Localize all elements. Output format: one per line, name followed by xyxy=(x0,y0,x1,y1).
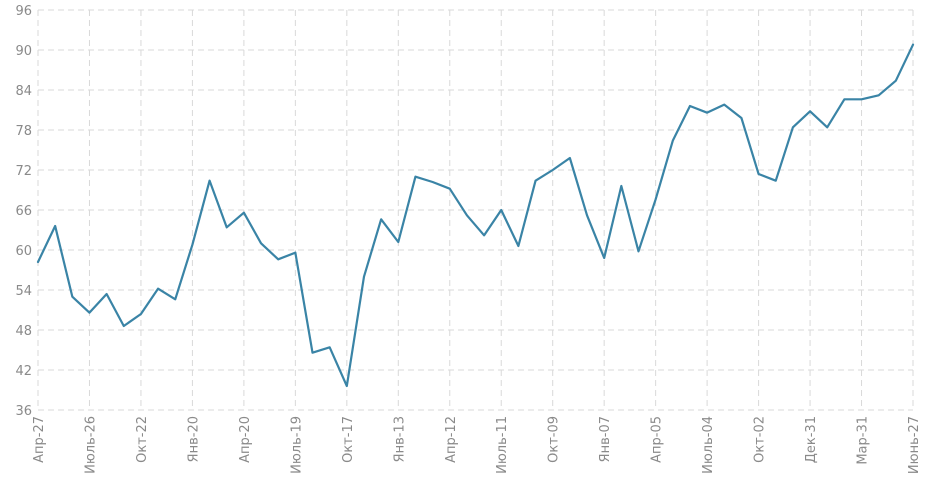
y-tick-label: 60 xyxy=(15,244,32,259)
data-point xyxy=(774,179,778,183)
x-tick-label: Окт-02 xyxy=(753,416,768,463)
data-point xyxy=(568,156,572,160)
x-tick-label: Янв-20 xyxy=(186,416,201,462)
data-point xyxy=(276,257,280,261)
grid xyxy=(37,9,914,411)
data-point xyxy=(516,244,520,248)
data-point xyxy=(705,111,709,115)
data-point xyxy=(688,104,692,108)
data-point xyxy=(190,243,194,247)
x-tick-label: Апр-05 xyxy=(650,416,665,463)
data-point xyxy=(36,260,40,264)
data-point xyxy=(825,125,829,129)
data-point xyxy=(671,139,675,143)
data-point xyxy=(225,225,229,229)
data-point xyxy=(413,175,417,179)
data-point xyxy=(894,79,898,83)
x-tick-label: Июль-19 xyxy=(289,416,304,474)
data-point xyxy=(379,217,383,221)
x-tick-label: Июнь-27 xyxy=(907,416,922,474)
data-point xyxy=(739,116,743,120)
x-tick-label: Дек-31 xyxy=(804,416,819,463)
data-point xyxy=(636,249,640,253)
data-point xyxy=(877,93,881,97)
data-point xyxy=(362,275,366,279)
data-point xyxy=(602,256,606,260)
x-tick-label: Июль-11 xyxy=(495,416,510,474)
data-point xyxy=(534,179,538,183)
data-point xyxy=(328,345,332,349)
x-axis: Апр-27 Июль-26 Окт-22 Янв-20 Апр-20 Июль-19 Ок… xyxy=(32,416,922,474)
data-point xyxy=(619,184,623,188)
y-tick-label: 84 xyxy=(15,84,32,99)
data-point xyxy=(551,168,555,172)
data-point xyxy=(345,384,349,388)
data-point xyxy=(139,312,143,316)
data-point xyxy=(808,109,812,113)
data-point xyxy=(482,233,486,237)
y-axis: 36 42 48 54 60 66 72 78 84 90 96 xyxy=(15,4,32,419)
data-point xyxy=(156,287,160,291)
x-tick-label: Апр-20 xyxy=(238,416,253,463)
x-tick-label: Мар-31 xyxy=(856,416,871,465)
data-point xyxy=(465,213,469,217)
data-point xyxy=(911,43,915,47)
x-tick-label: Окт-17 xyxy=(341,416,356,463)
data-point xyxy=(70,295,74,299)
data-point xyxy=(431,180,435,184)
y-tick-label: 78 xyxy=(15,124,32,139)
y-tick-label: 66 xyxy=(15,204,32,219)
x-tick-label: Июль-04 xyxy=(701,416,716,474)
data-point xyxy=(87,311,91,315)
y-tick-label: 90 xyxy=(15,44,32,59)
data-point xyxy=(311,351,315,355)
x-tick-label: Апр-12 xyxy=(444,416,459,463)
data-point xyxy=(173,297,177,301)
data-point xyxy=(860,97,864,101)
data-point xyxy=(242,211,246,215)
series-layer xyxy=(36,43,915,388)
y-tick-label: 96 xyxy=(15,4,32,19)
y-tick-label: 42 xyxy=(15,364,32,379)
data-point xyxy=(53,224,57,228)
x-tick-label: Янв-07 xyxy=(598,416,613,462)
data-point xyxy=(208,179,212,183)
y-tick-label: 72 xyxy=(15,164,32,179)
data-point xyxy=(654,197,658,201)
x-tick-label: Янв-13 xyxy=(392,416,407,462)
data-point xyxy=(259,241,263,245)
data-point xyxy=(791,125,795,129)
data-point xyxy=(448,187,452,191)
x-tick-label: Окт-09 xyxy=(547,416,562,463)
x-tick-label: Апр-27 xyxy=(32,416,47,463)
data-point xyxy=(499,208,503,212)
x-tick-label: Июль-26 xyxy=(83,416,98,474)
data-point xyxy=(122,324,126,328)
data-point xyxy=(842,97,846,101)
data-point xyxy=(585,213,589,217)
data-point xyxy=(722,103,726,107)
y-tick-label: 48 xyxy=(15,324,32,339)
series-line xyxy=(36,43,915,388)
x-tick-label: Окт-22 xyxy=(135,416,150,463)
data-point xyxy=(757,172,761,176)
data-point xyxy=(105,292,109,296)
data-point xyxy=(396,240,400,244)
y-tick-label: 54 xyxy=(15,284,32,299)
data-point xyxy=(293,251,297,255)
y-tick-label: 36 xyxy=(15,404,32,419)
